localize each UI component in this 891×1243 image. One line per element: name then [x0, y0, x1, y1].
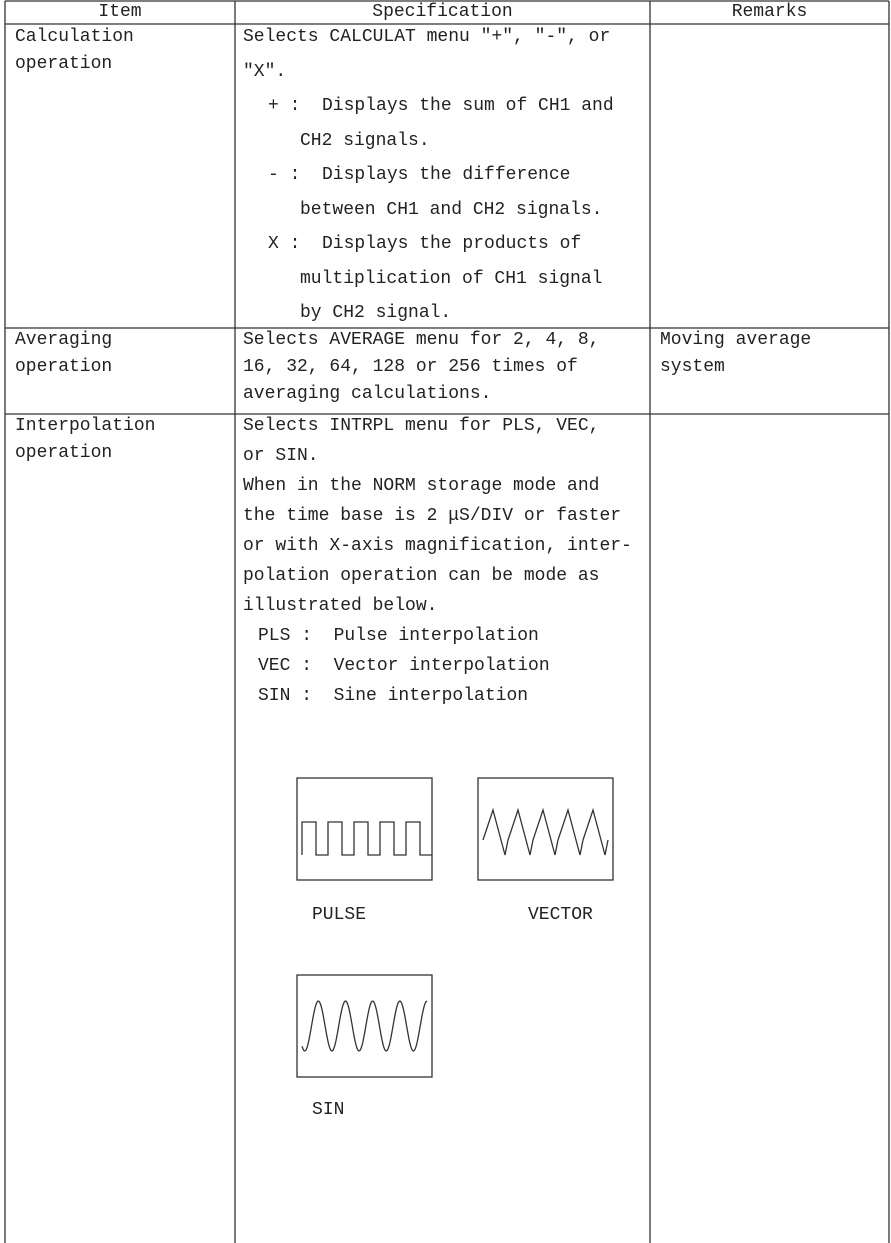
spec-text: multiplication of CH1 signal	[300, 269, 602, 289]
item-text: operation	[15, 357, 112, 377]
spec-text: When in the NORM storage mode and	[243, 476, 599, 496]
spec-text: + : Displays the sum of CH1 and	[268, 96, 614, 116]
spec-text: - : Displays the difference	[268, 165, 570, 185]
column-header: Remarks	[650, 2, 889, 22]
remarks-text: system	[660, 357, 725, 377]
item-text: Interpolation	[15, 416, 155, 436]
spec-text: "X".	[243, 62, 286, 82]
spec-text: averaging calculations.	[243, 384, 491, 404]
spec-text: the time base is 2 μS/DIV or faster	[243, 506, 621, 526]
table-lines	[0, 0, 891, 1243]
spec-text: VEC : Vector interpolation	[258, 656, 550, 676]
spec-text: or SIN.	[243, 446, 319, 466]
waveform-figure	[297, 778, 432, 880]
spec-table-page: ItemSpecificationRemarks Calculation opera…	[0, 0, 891, 1243]
item-text: Calculation	[15, 27, 134, 47]
column-header: Item	[5, 2, 235, 22]
waveform-figure	[302, 1001, 427, 1051]
spec-text: Selects CALCULAT menu "+", "-", or	[243, 27, 610, 47]
figure-label: SIN	[312, 1100, 344, 1120]
spec-text: CH2 signals.	[300, 131, 430, 151]
spec-text: PLS : Pulse interpolation	[258, 626, 539, 646]
item-text: operation	[15, 443, 112, 463]
spec-text: Selects INTRPL menu for PLS, VEC,	[243, 416, 599, 436]
waveform-figure	[297, 975, 432, 1077]
column-header: Specification	[235, 2, 650, 22]
spec-text: polation operation can be mode as	[243, 566, 599, 586]
waveform-figure	[302, 822, 432, 855]
spec-text: 16, 32, 64, 128 or 256 times of	[243, 357, 578, 377]
spec-text: between CH1 and CH2 signals.	[300, 200, 602, 220]
figure-label: VECTOR	[528, 905, 593, 925]
remarks-text: Moving average	[660, 330, 811, 350]
item-text: operation	[15, 54, 112, 74]
waveform-figure	[483, 810, 608, 855]
spec-text: illustrated below.	[243, 596, 437, 616]
item-text: Averaging	[15, 330, 112, 350]
spec-text: X : Displays the products of	[268, 234, 581, 254]
spec-text: or with X-axis magnification, inter-	[243, 536, 632, 556]
spec-text: SIN : Sine interpolation	[258, 686, 528, 706]
figure-label: PULSE	[312, 905, 366, 925]
spec-text: Selects AVERAGE menu for 2, 4, 8,	[243, 330, 599, 350]
spec-text: by CH2 signal.	[300, 303, 451, 323]
